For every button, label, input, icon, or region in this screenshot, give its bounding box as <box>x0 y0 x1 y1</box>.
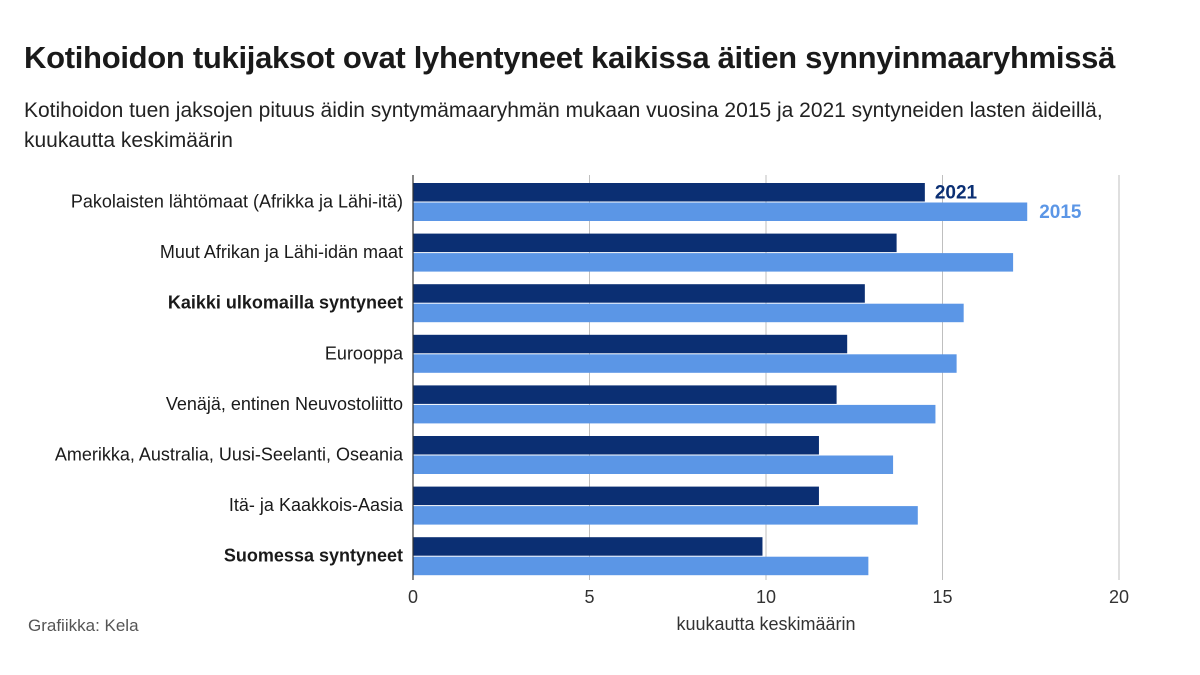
category-label: Kaikki ulkomailla syntyneet <box>168 293 403 313</box>
chart-subtitle: Kotihoidon tuen jaksojen pituus äidin sy… <box>24 99 1103 152</box>
x-tick-label: 0 <box>408 587 418 607</box>
bar-2021 <box>413 436 819 455</box>
category-label: Pakolaisten lähtömaat (Afrikka ja Lähi-i… <box>71 192 403 212</box>
x-tick-label: 20 <box>1109 587 1129 607</box>
category-label: Suomessa syntyneet <box>224 546 403 566</box>
bar-2015 <box>413 253 1014 272</box>
category-label: Amerikka, Australia, Uusi-Seelanti, Osea… <box>55 445 404 465</box>
source-note: Grafiikka: Kela <box>28 616 139 635</box>
category-label: Itä- ja Kaakkois-Aasia <box>229 495 404 515</box>
bar-2021 <box>413 537 763 556</box>
x-tick-label: 10 <box>756 587 776 607</box>
bar-2021 <box>413 233 897 253</box>
bar-2021 <box>413 183 925 202</box>
bar-2015 <box>413 556 869 576</box>
x-tick-label: 5 <box>584 587 594 607</box>
category-label: Eurooppa <box>325 343 404 363</box>
category-label: Muut Afrikan ja Lähi-idän maat <box>160 242 403 262</box>
bar-2015 <box>413 354 957 373</box>
bar-2015 <box>413 303 964 323</box>
x-tick-label: 15 <box>932 587 952 607</box>
series-label-2021: 2021 <box>935 182 978 203</box>
category-label: Venäjä, entinen Neuvostoliitto <box>166 394 403 414</box>
bar-2021 <box>413 385 837 404</box>
bar-2015 <box>413 455 894 474</box>
bar-2015 <box>413 404 936 424</box>
bar-2021 <box>413 284 865 303</box>
series-label-2015: 2015 <box>1039 202 1082 223</box>
x-axis-title: kuukautta keskimäärin <box>676 614 855 634</box>
bar-2021 <box>413 486 819 506</box>
bar-2015 <box>413 506 918 525</box>
bar-2015 <box>413 202 1028 221</box>
bar-2021 <box>413 334 848 354</box>
chart-title: Kotihoidon tukijaksot ovat lyhentyneet k… <box>24 40 1116 75</box>
